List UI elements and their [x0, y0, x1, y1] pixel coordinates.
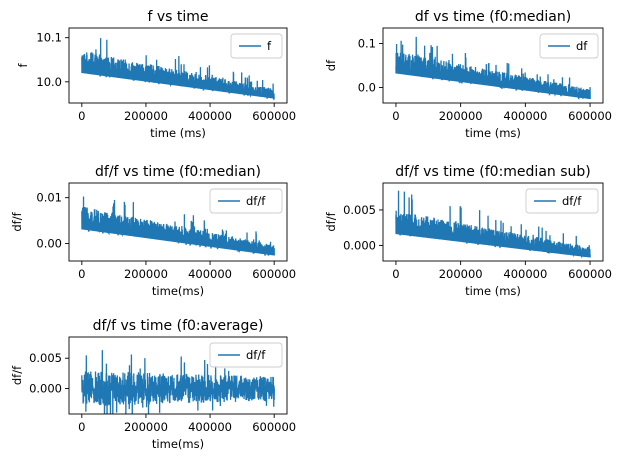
legend: df/f: [209, 188, 283, 214]
x-tick-label: 400000: [188, 109, 232, 123]
y-tick-label: 0.005: [29, 351, 62, 365]
chart-title: df/f vs time (f0:median sub): [395, 164, 590, 180]
chart-title: df/f vs time (f0:median): [95, 164, 261, 180]
x-tick-label: 400000: [188, 267, 232, 281]
legend-box: [525, 188, 599, 214]
subplot-5: 0 200000 400000 600000 0.000 0.005 df/f vs tim…: [10, 318, 296, 451]
axes-frame: [68, 27, 288, 104]
x-axis-label: time (ms): [465, 126, 521, 140]
y-tick-label: 0.1: [358, 36, 376, 50]
chart-title: df vs time (f0:median): [415, 9, 571, 25]
x-tick-label: 200000: [439, 267, 483, 281]
series-line-f: [81, 38, 275, 101]
axes-frame: [382, 27, 604, 104]
series-line-df/f: [395, 190, 591, 259]
x-tick-label: 0: [78, 109, 85, 123]
subplot-2: 0 200000 400000 600000 0.0 0.1 df vs time (f0:…: [324, 9, 612, 140]
x-tick-label: 0: [392, 267, 399, 281]
legend: df/f: [209, 342, 283, 368]
subplot-3: 0 200000 400000 600000 0.00 0.01 df/f vs time …: [10, 164, 296, 298]
legend: df/f: [525, 188, 599, 214]
series-line-df/f: [81, 196, 275, 257]
x-tick-label: 200000: [124, 267, 168, 281]
x-tick-label: 600000: [252, 267, 296, 281]
y-axis-label: df/f: [10, 365, 24, 385]
subplot-1: 0 200000 400000 600000 10.0 10.1 f vs time time…: [16, 9, 296, 140]
x-tick-label: 600000: [252, 109, 296, 123]
x-tick-label: 200000: [124, 109, 168, 123]
axes-frame: [68, 336, 288, 415]
x-tick-label: 600000: [568, 109, 612, 123]
y-axis-label: df/f: [324, 211, 338, 231]
y-tick-label: 0.0: [358, 81, 376, 95]
legend-box: [209, 188, 283, 214]
x-tick-label: 400000: [188, 420, 232, 434]
x-tick-label: 200000: [124, 420, 168, 434]
x-axis-label: time (ms): [150, 126, 206, 140]
x-tick-label: 0: [78, 420, 85, 434]
x-axis-label: time(ms): [152, 437, 204, 451]
y-tick-label: 0.005: [343, 203, 376, 217]
legend-label: df: [576, 39, 588, 53]
legend: df: [539, 33, 599, 59]
x-tick-label: 200000: [439, 109, 483, 123]
legend-label: df/f: [246, 348, 266, 362]
x-tick-label: 600000: [252, 420, 296, 434]
legend-box: [209, 342, 283, 368]
axes-frame: [382, 182, 604, 262]
x-axis-label: time(ms): [152, 284, 204, 298]
x-tick-label: 0: [392, 109, 399, 123]
y-axis-label: df/f: [10, 211, 24, 231]
x-tick-label: 600000: [568, 267, 612, 281]
series-line-df: [395, 36, 591, 100]
y-tick-label: 0.000: [343, 238, 376, 252]
y-tick-label: 0.00: [36, 237, 62, 251]
chart-title: f vs time: [147, 9, 208, 25]
subplot-4: 0 200000 400000 600000 0.000 0.005 df/f vs tim…: [324, 164, 612, 298]
x-tick-label: 0: [78, 267, 85, 281]
y-axis-label: df: [324, 59, 338, 71]
y-tick-label: 0.01: [36, 191, 62, 205]
y-tick-label: 10.1: [36, 31, 62, 45]
x-tick-label: 400000: [503, 267, 547, 281]
legend-label: f: [267, 39, 272, 53]
axes-frame: [68, 182, 288, 262]
legend-label: df/f: [562, 194, 582, 208]
x-axis-label: time (ms): [465, 284, 521, 298]
legend-label: df/f: [246, 194, 266, 208]
y-tick-label: 0.000: [29, 382, 62, 396]
y-tick-label: 10.0: [36, 75, 62, 89]
x-tick-label: 400000: [503, 109, 547, 123]
series-line-df/f: [81, 350, 275, 414]
y-axis-label: f: [16, 63, 30, 68]
chart-title: df/f vs time (f0:average): [93, 318, 264, 334]
legend: f: [230, 33, 283, 59]
